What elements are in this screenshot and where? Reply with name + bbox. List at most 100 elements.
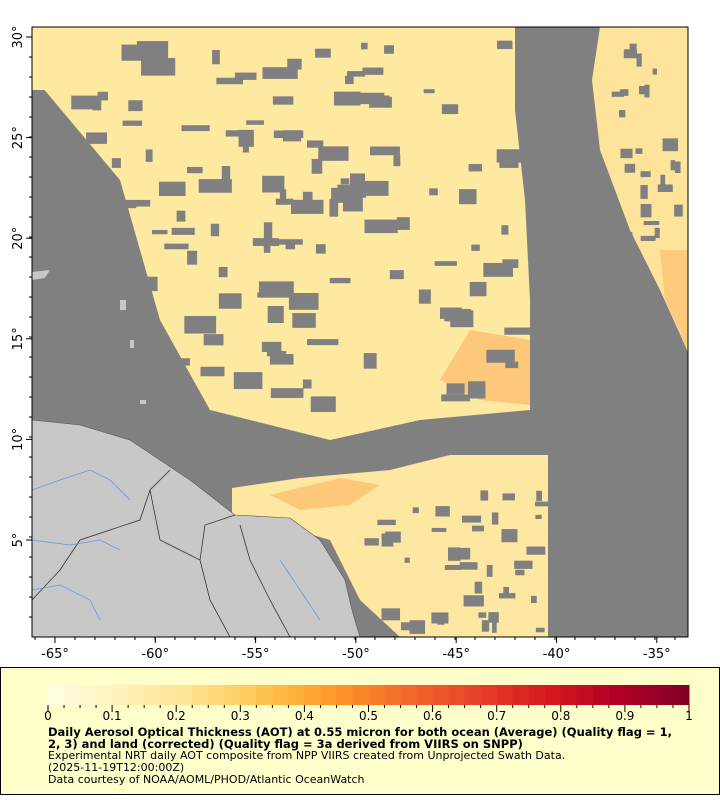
cloud-gap xyxy=(285,241,296,250)
cloud-gap xyxy=(467,381,486,399)
cloud-gap xyxy=(618,110,626,118)
cloud-gap xyxy=(498,593,516,599)
cloud-gap xyxy=(536,490,542,502)
cloud-gap xyxy=(73,242,101,257)
cloud-gap xyxy=(187,166,203,174)
cloud-gap xyxy=(491,512,499,525)
cloud-gap xyxy=(182,384,189,394)
colorbar-swatch xyxy=(224,685,241,705)
cloud-gap xyxy=(441,394,471,402)
cloud-gap xyxy=(492,620,497,633)
aot-top-left-patch xyxy=(32,27,60,90)
cloud-gap xyxy=(478,612,487,618)
cloud-gap xyxy=(170,381,184,396)
cloud-gap xyxy=(345,75,354,85)
cloud-gap xyxy=(364,538,379,546)
colorbar-tick-label: 0.3 xyxy=(231,709,250,723)
cloud-gap xyxy=(619,89,629,96)
cloud-gap xyxy=(109,218,128,226)
cloud-gap xyxy=(307,339,339,346)
cloud-gap xyxy=(384,45,394,54)
legend-title: Daily Aerosol Optical Thickness (AOT) at… xyxy=(48,725,672,751)
colorbar-swatch xyxy=(160,685,177,705)
colorbar-swatch xyxy=(464,685,482,705)
cloud-gap xyxy=(269,239,303,245)
colorbar-swatch xyxy=(288,685,305,705)
colorbar-tick-label: 0.4 xyxy=(295,709,314,723)
lon-tick-label: -60° xyxy=(141,647,169,662)
colorbar-swatch xyxy=(400,685,418,705)
colorbar-swatch xyxy=(528,685,546,705)
cloud-gap xyxy=(343,195,363,212)
lat-tick-label: 10° xyxy=(11,428,26,451)
cloud-gap xyxy=(92,98,102,111)
lon-tick-label: -65° xyxy=(41,647,69,662)
cloud-gap xyxy=(210,223,220,237)
aot-higher-east-edge xyxy=(660,250,688,350)
lon-tick-label: -55° xyxy=(242,647,270,662)
cloud-gap xyxy=(273,130,304,139)
cloud-gap xyxy=(263,237,271,253)
cloud-gap xyxy=(291,199,324,214)
cloud-gap xyxy=(640,171,651,178)
cloud-gap xyxy=(381,608,401,621)
cloud-gap xyxy=(329,198,339,217)
country-borders xyxy=(31,469,291,638)
cloud-gap xyxy=(246,120,264,125)
cloud-gap xyxy=(652,68,657,75)
colorbar-tick-label: 1 xyxy=(685,709,693,723)
cloud-gap xyxy=(350,173,365,191)
cloud-gap xyxy=(444,564,462,570)
colorbar-swatch xyxy=(576,685,594,705)
legend-description: Experimental NRT daily AOT composite fro… xyxy=(48,749,566,762)
cloud-gap xyxy=(434,261,457,266)
cloud-gap xyxy=(535,627,545,633)
cloud-gap xyxy=(488,612,499,623)
cloud-gap xyxy=(396,217,410,230)
legend-panel: 0 0.1 0.2 0.3 0.4 0.5 0.6 0.7 0.8 0.9 1 Daily Aero… xyxy=(0,667,720,795)
cloud-gap xyxy=(503,586,510,599)
cloud-gap xyxy=(435,506,450,517)
cloud-gap xyxy=(461,515,482,523)
cloud-gap xyxy=(674,161,681,174)
cloud-gap xyxy=(340,178,350,185)
cloud-gap xyxy=(121,44,150,61)
cloud-gap xyxy=(514,560,533,569)
cloud-gap xyxy=(431,612,449,624)
lon-tick-label: -40° xyxy=(543,647,571,662)
cloud-gap xyxy=(662,138,679,152)
cloud-gap xyxy=(111,158,121,168)
cloud-gap xyxy=(267,305,284,324)
colorbar-tick-label: 0.7 xyxy=(487,709,506,723)
cloud-gap xyxy=(654,227,660,239)
cloud-gap xyxy=(639,85,646,95)
cloud-gap xyxy=(266,351,287,357)
cloud-gap xyxy=(361,42,368,50)
caribbean-islands xyxy=(32,270,146,404)
cloud-gap xyxy=(657,184,673,192)
cloud-gap xyxy=(451,547,471,560)
colorbar-swatch xyxy=(176,685,193,705)
cloud-gap xyxy=(501,529,518,543)
cloud-gap xyxy=(218,293,242,309)
cloud-gap xyxy=(412,507,419,514)
cloud-gap xyxy=(389,270,404,280)
cloud-gap xyxy=(306,140,324,148)
cloud-gap xyxy=(469,281,487,297)
cloud-gap xyxy=(121,300,146,319)
colorbar-swatch xyxy=(48,685,65,705)
cloud-gap xyxy=(198,179,232,193)
cloud-gap xyxy=(502,259,519,269)
colorbar-swatch xyxy=(208,685,225,705)
cloud-gap xyxy=(463,595,484,607)
cloud-gap xyxy=(472,525,485,532)
cloud-gap xyxy=(145,149,153,162)
cloud-gap xyxy=(481,620,490,632)
cloud-gap xyxy=(169,358,190,366)
colorbar-tick-label: 0.5 xyxy=(359,709,378,723)
lat-tick-label: 5° xyxy=(11,533,26,548)
colorbar-swatch xyxy=(432,685,450,705)
colorbar-swatch xyxy=(336,685,353,705)
cloud-gap xyxy=(447,547,461,561)
cloud-gap xyxy=(200,366,225,377)
